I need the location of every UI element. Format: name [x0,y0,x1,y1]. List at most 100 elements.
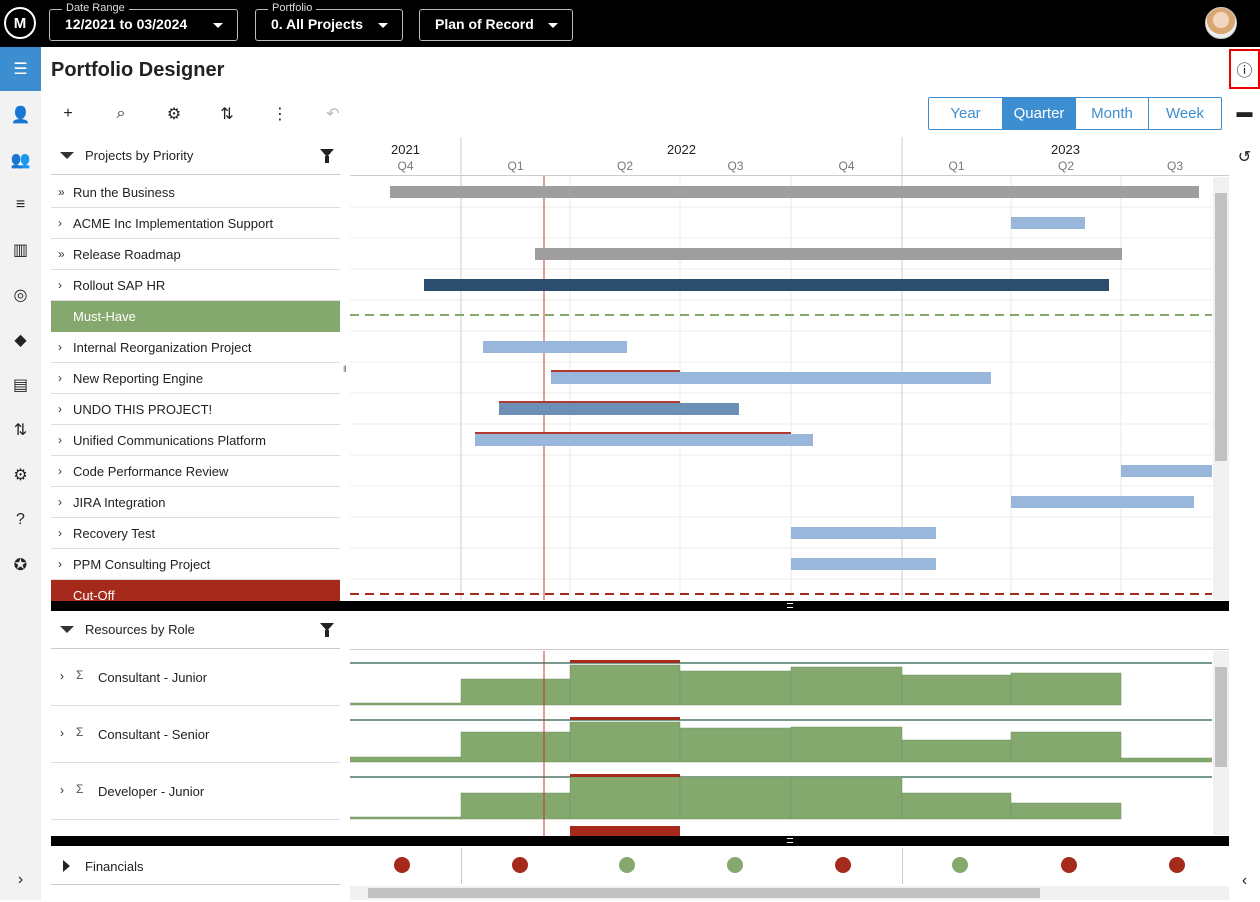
chevron-right-icon[interactable]: › [58,464,62,478]
project-row[interactable]: › Code Performance Review [51,456,340,487]
project-bar [499,403,739,415]
panel-resize-handle[interactable]: ‖ [343,364,347,374]
compass-icon[interactable]: ✪ [13,557,28,574]
expand-nav-icon[interactable]: › [17,871,24,888]
gantt-vertical-scrollbar[interactable] [1213,177,1229,600]
resource-capacity-chart [350,651,1212,836]
search-icon[interactable]: ⌕ [116,105,126,122]
user-avatar[interactable] [1205,7,1237,39]
settings-icon[interactable]: ⚙ [166,106,182,123]
project-row[interactable]: › JIRA Integration [51,487,340,518]
help-icon[interactable]: ? [16,511,25,528]
collapse-rail-icon[interactable]: ‹ [1241,872,1248,889]
panel-splitter[interactable] [51,601,1229,611]
project-row[interactable]: » Release Roadmap [51,239,340,270]
expand-all-icon[interactable]: » [58,247,65,261]
chevron-right-icon[interactable]: › [60,669,64,683]
financial-status-dot[interactable] [619,857,635,873]
date-range-value: 12/2021 to 03/2024 [65,16,188,32]
collapse-icon[interactable] [60,152,74,159]
chevron-right-icon[interactable]: › [58,402,62,416]
timescale-month[interactable]: Month [1075,98,1148,129]
resource-row[interactable]: › Σ Developer - Junior [51,763,340,820]
financials-row[interactable]: Financials [51,848,340,885]
drag-handle-icon[interactable] [787,603,793,608]
chevron-right-icon[interactable]: › [58,495,62,509]
portfolio-value: 0. All Projects [271,16,364,32]
overallocation-marker [475,432,791,434]
chevron-right-icon[interactable]: › [58,433,62,447]
timescale-week[interactable]: Week [1148,98,1221,129]
project-row[interactable]: › Unified Communications Platform [51,425,340,456]
overallocation-marker [570,717,680,720]
resource-name: Consultant - Junior [98,669,208,685]
project-row[interactable]: › New Reporting Engine [51,363,340,394]
timescale-toggle: Year Quarter Month Week [928,97,1222,130]
financial-status-dot[interactable] [835,857,851,873]
cut-off-separator[interactable]: Cut-Off [51,580,340,603]
timescale-quarter[interactable]: Quarter [1002,98,1075,129]
chevron-right-icon[interactable]: › [58,526,62,540]
resource-row[interactable]: › Σ Consultant - Senior [51,706,340,763]
chevron-right-icon[interactable]: › [58,557,62,571]
financial-status-dot[interactable] [1169,857,1185,873]
filter-icon[interactable] [320,623,334,637]
more-vertical-icon[interactable]: ⋮ [272,106,288,123]
project-row[interactable]: › Rollout SAP HR [51,270,340,301]
drag-handle-icon[interactable] [787,838,793,843]
document-icon[interactable]: ▤ [12,377,29,394]
resource-row[interactable]: › Σ Consultant - Junior [51,649,340,706]
columns-icon[interactable]: ▥ [12,242,29,259]
expand-all-icon[interactable]: » [58,185,65,199]
chevron-right-icon[interactable]: › [58,371,62,385]
add-icon[interactable]: + [63,105,73,122]
undo-icon[interactable]: ↶ [326,106,340,123]
project-row[interactable]: › ACME Inc Implementation Support [51,208,340,239]
resource-vertical-scrollbar[interactable] [1213,651,1229,835]
date-range-dropdown[interactable]: Date Range 12/2021 to 03/2024 [49,2,238,41]
financial-status-dot[interactable] [394,857,410,873]
project-row[interactable]: › UNDO THIS PROJECT! [51,394,340,425]
info-icon[interactable]: ⓘ [1229,49,1260,89]
history-icon[interactable]: ↺ [1237,149,1252,166]
collapse-icon[interactable] [60,626,74,633]
user-list-icon[interactable]: 👤 [10,107,31,124]
financial-status-dot[interactable] [727,857,743,873]
portfolio-designer-icon[interactable]: ☰ [0,47,41,91]
scrollbar-thumb[interactable] [1215,193,1227,461]
list-icon[interactable]: ≡ [15,196,26,213]
horizontal-scrollbar[interactable] [350,886,1229,900]
demand-bar [350,756,462,763]
project-row[interactable]: » Run the Business [51,177,340,208]
scenario-dropdown[interactable]: Plan of Record [419,9,573,41]
chevron-right-icon[interactable]: › [58,340,62,354]
chevron-right-icon[interactable]: › [58,278,62,292]
financial-status-dot[interactable] [952,857,968,873]
logo-text: M [13,14,27,32]
page-title: Portfolio Designer [51,59,225,81]
must-have-separator[interactable]: Must-Have [51,301,340,332]
sort-icon[interactable]: ⇅ [220,106,234,123]
app-logo[interactable]: M [4,7,36,39]
chevron-right-icon[interactable]: › [58,216,62,230]
chevron-right-icon[interactable]: › [60,783,64,797]
timescale-year[interactable]: Year [950,105,981,122]
comments-icon[interactable]: ▬ [1236,104,1253,121]
project-row[interactable]: › Internal Reorganization Project [51,332,340,363]
expand-icon[interactable] [63,860,70,872]
portfolio-dropdown[interactable]: Portfolio 0. All Projects [255,2,403,41]
financial-status-dot[interactable] [512,857,528,873]
chevron-right-icon[interactable]: › [60,726,64,740]
project-row[interactable]: › PPM Consulting Project [51,549,340,580]
target-icon[interactable]: ◎ [13,287,28,304]
panel-splitter[interactable] [51,836,1229,846]
project-row[interactable]: › Recovery Test [51,518,340,549]
directions-icon[interactable]: ◆ [14,332,27,349]
people-icon[interactable]: 👥 [10,152,31,169]
financial-status-dot[interactable] [1061,857,1077,873]
scrollbar-thumb[interactable] [1215,667,1227,767]
scrollbar-thumb[interactable] [368,888,1040,898]
gear-icon[interactable]: ⚙ [13,467,28,484]
filter-icon[interactable] [320,149,334,163]
sort-icon[interactable]: ⇅ [13,422,28,439]
